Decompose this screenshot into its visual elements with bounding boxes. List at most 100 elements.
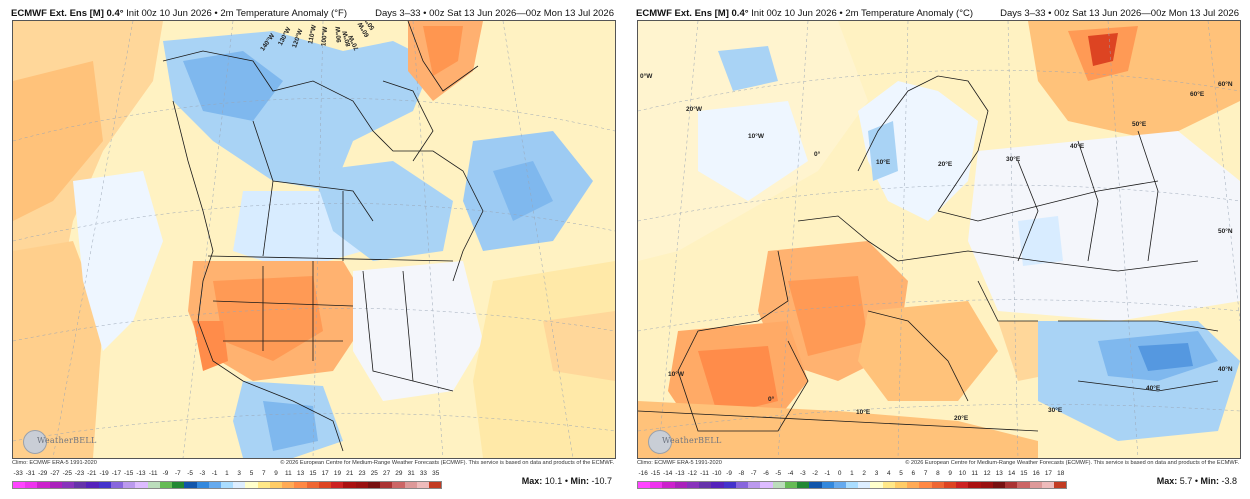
colorbar-swatch — [306, 482, 319, 488]
colorbar-swatch — [257, 482, 270, 488]
colorbar-swatch — [760, 482, 773, 488]
colorbar-tick-label: -4 — [787, 470, 794, 477]
colorbar-tick-label: 13 — [995, 470, 1003, 477]
meridian-label: 0°W — [640, 73, 653, 80]
map-credits: Climo: ECMWF ERA-5 1991-2020 © 2026 Euro… — [637, 460, 1239, 466]
colorbar-swatch — [1005, 482, 1018, 488]
colorbar-tick-label: -31 — [25, 470, 36, 477]
colorbar-tick-label: 5 — [899, 470, 903, 477]
colorbar-swatch — [220, 482, 234, 488]
colorbar-tick-label: -5 — [775, 470, 782, 477]
colorbar-tick-label: -6 — [763, 470, 769, 477]
valid-period: Days 3–33 • 00z Sat 13 Jun 2026—00z Mon … — [1000, 8, 1239, 19]
meridian-label: 20°E — [938, 161, 953, 168]
colorbar-tick-label: 3 — [237, 470, 241, 477]
colorbar-swatch — [723, 482, 736, 488]
colorbar-tick-label: 10 — [958, 470, 966, 477]
colorbar-swatch — [1041, 482, 1054, 488]
colorbar-swatch — [699, 482, 712, 488]
colorbar-swatch — [355, 482, 368, 488]
colorbar-tick-label: -8 — [738, 470, 745, 477]
colorbar-tick-label: 9 — [948, 470, 952, 477]
colorbar-swatch — [748, 482, 761, 488]
colorbar-tick-label: -1 — [824, 470, 831, 477]
colorbar-tick-label: -16 — [638, 470, 648, 477]
meridian-label: 0° — [768, 396, 775, 403]
colorbar-swatch — [907, 482, 920, 488]
colorbar-tick-label: 19 — [333, 470, 341, 477]
colorbar-tick-label: -23 — [74, 470, 85, 477]
colorbar-labels: -33 -31 -29 -27 -25 -23 -21 -19 -17 -15 -13 -11 -9 -7… — [12, 470, 442, 479]
colorbar-tick-label: 25 — [370, 470, 378, 477]
colorbar-tick-label: 4 — [886, 470, 891, 477]
colorbar-swatch — [86, 482, 99, 488]
colorbar-tick-label: 11 — [971, 470, 979, 477]
colorbar-tick-label: -27 — [50, 470, 60, 477]
colorbar-tick-label: 2 — [862, 470, 866, 477]
colorbar-tick-label: 7 — [261, 470, 266, 477]
parallel-label: 40°N — [1218, 366, 1233, 373]
colorbar-swatch — [282, 482, 295, 488]
colorbar-tick-label: 15 — [309, 470, 317, 477]
weatherbell-logo: WeatherBELL — [23, 430, 96, 454]
parallel-label: 60°N — [1218, 81, 1233, 88]
globe-icon — [648, 430, 672, 454]
colorbar-swatch — [392, 482, 405, 488]
colorbar-tick-label: 8 — [936, 470, 940, 477]
colorbar-swatch — [61, 482, 75, 488]
colorbar-swatch — [1029, 482, 1042, 488]
colorbar-tick-label: -1 — [211, 470, 218, 477]
colorbar-tick-label: -7 — [750, 470, 757, 477]
meridian-label: 40°E — [1070, 143, 1085, 150]
colorbar-tick-label: 1 — [850, 470, 854, 477]
colorbar-swatch — [931, 482, 944, 488]
colorbar-tick-label: -7 — [174, 470, 181, 477]
colorbar-tick-label: 6 — [911, 470, 916, 477]
meridian-label: 0° — [814, 151, 821, 158]
colorbar-tick-label: 15 — [1020, 470, 1028, 477]
colorbar-swatch — [686, 482, 700, 488]
colorbar-tick-label: 12 — [983, 470, 991, 477]
colorbar-swatch — [858, 482, 871, 488]
map-header: ECMWF Ext. Ens [M] 0.4° Init 00z 10 Jun … — [11, 8, 614, 22]
colorbar-swatch — [956, 482, 969, 488]
meridian-label: 20°E — [954, 415, 969, 422]
colorbar-swatch — [894, 482, 908, 488]
colorbar-swatch — [638, 482, 651, 488]
colorbar-tick-label: -15 — [124, 470, 134, 477]
colorbar-labels: -16 -15 -14 -13 -12 -11 -10 -9 -8 -7 -6 -5 -4 -3 -2 -1 0… — [637, 470, 1067, 479]
colorbar-tick-label: 31 — [407, 470, 415, 477]
europe-anomaly-map[interactable]: 0°W 20°W 10°W 0° 10°E 20°E 30°E 40°E 50°… — [637, 20, 1241, 459]
colorbar-swatch — [968, 482, 981, 488]
colorbar-swatch — [797, 482, 810, 488]
colorbar-swatch — [135, 482, 148, 488]
north-america-anomaly-map[interactable]: 140°W 130°W 120°W 110°W 100°W 90°W 80°W … — [12, 20, 616, 459]
europe-map-graphic — [638, 21, 1240, 458]
colorbar-swatch — [98, 482, 111, 488]
colorbar-swatch — [331, 482, 344, 488]
max-min-readout: Max: 5.7 • Min: -3.8 — [1156, 476, 1237, 486]
colorbar-swatch — [233, 482, 246, 488]
colorbar-tick-label: -3 — [799, 470, 806, 477]
europe-panel: ECMWF Ext. Ens [M] 0.4° Init 00z 10 Jun … — [630, 0, 1245, 499]
colorbar-tick-label: 21 — [346, 470, 354, 477]
colorbar-swatch — [919, 482, 932, 488]
colorbar-swatch — [735, 482, 749, 488]
colorbar-tick-label: 5 — [249, 470, 254, 477]
colorbar-swatch — [821, 482, 834, 488]
colorbar-tick-label: -3 — [199, 470, 206, 477]
colorbar-swatch — [650, 482, 663, 488]
colorbar-tick-label: -25 — [62, 470, 72, 477]
colorbar-swatch — [13, 482, 26, 488]
colorbar-swatch — [343, 482, 356, 488]
colorbar-tick-label: 0 — [837, 470, 842, 477]
colorbar-tick-label: -13 — [136, 470, 146, 477]
colorbar-tick-label: -5 — [187, 470, 193, 477]
colorbar-swatch — [428, 482, 442, 488]
colorbar-tick-label: 14 — [1008, 470, 1016, 477]
colorbar-tick-label: -17 — [111, 470, 122, 477]
map-header: ECMWF Ext. Ens [M] 0.4° Init 00z 10 Jun … — [636, 8, 1239, 22]
colorbar-swatch — [318, 482, 332, 488]
colorbar-swatch — [159, 482, 173, 488]
colorbar-swatch — [833, 482, 846, 488]
